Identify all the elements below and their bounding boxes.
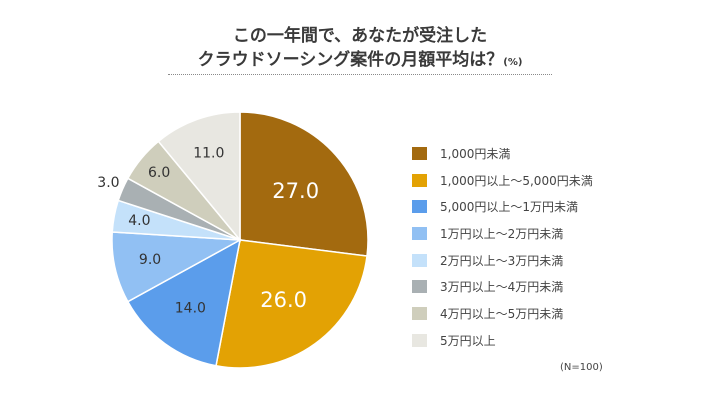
slice-value-label: 26.0 xyxy=(260,288,307,312)
title-dotted-rule xyxy=(168,74,552,75)
chart-title-unit: (%) xyxy=(503,57,523,68)
legend: 1,000円未満 1,000円以上〜5,000円未満 5,000円以上〜1万円未満 1… xyxy=(412,140,593,354)
pie-labels: 27.0 26.0 14.0 9.0 4.0 3.0 6.0 11.0 xyxy=(97,145,319,316)
slice-value-label: 9.0 xyxy=(139,252,161,268)
legend-swatch xyxy=(412,173,427,187)
legend-item: 4万円以上〜5万円未満 xyxy=(412,300,593,327)
pie-slice xyxy=(157,111,241,243)
pie-slice xyxy=(126,238,242,367)
legend-label: 4万円以上〜5万円未満 xyxy=(440,306,564,321)
pie-slice xyxy=(239,111,369,257)
chart-title-line1: この一年間で、あなたが受注した xyxy=(232,26,488,46)
legend-item: 1万円以上〜2万円未満 xyxy=(412,220,593,247)
legend-item: 3万円以上〜4万円未満 xyxy=(412,273,593,300)
legend-swatch xyxy=(412,306,427,320)
legend-swatch xyxy=(412,280,427,294)
slice-value-label: 27.0 xyxy=(272,179,319,203)
chart-title-line2: クラウドソーシング案件の月額平均は？ xyxy=(197,50,504,70)
pie-slice xyxy=(215,239,368,369)
legend-item: 1,000円未満 xyxy=(412,140,593,167)
chart-title: この一年間で、あなたが受注した クラウドソーシング案件の月額平均は？(%) xyxy=(0,24,720,75)
slice-value-label: 3.0 xyxy=(97,175,119,191)
legend-label: 1,000円以上〜5,000円未満 xyxy=(440,173,593,188)
legend-label: 3万円以上〜4万円未満 xyxy=(440,280,564,295)
legend-swatch xyxy=(412,200,427,214)
legend-swatch xyxy=(412,226,427,240)
sample-size-note: (N=100) xyxy=(560,362,603,373)
legend-item: 5,000円以上〜1万円未満 xyxy=(412,193,593,220)
legend-swatch xyxy=(412,146,427,160)
slice-value-label: 14.0 xyxy=(175,300,206,316)
slice-value-label: 4.0 xyxy=(128,213,150,229)
legend-label: 5万円以上 xyxy=(440,333,496,348)
legend-item: 2万円以上〜3万円未満 xyxy=(412,247,593,274)
legend-swatch xyxy=(412,333,427,347)
legend-label: 5,000円以上〜1万円未満 xyxy=(440,200,578,215)
legend-item: 5万円以上 xyxy=(412,327,593,354)
legend-item: 1,000円以上〜5,000円未満 xyxy=(412,167,593,194)
slice-value-label: 6.0 xyxy=(148,165,170,181)
legend-label: 2万円以上〜3万円未満 xyxy=(440,253,564,268)
legend-swatch xyxy=(412,253,427,267)
legend-label: 1,000円未満 xyxy=(440,146,511,161)
chart-title-line2-wrap: クラウドソーシング案件の月額平均は？(%) xyxy=(0,48,720,75)
legend-label: 1万円以上〜2万円未満 xyxy=(440,226,564,241)
slice-value-label: 11.0 xyxy=(193,145,224,161)
pie-slices xyxy=(111,111,369,369)
